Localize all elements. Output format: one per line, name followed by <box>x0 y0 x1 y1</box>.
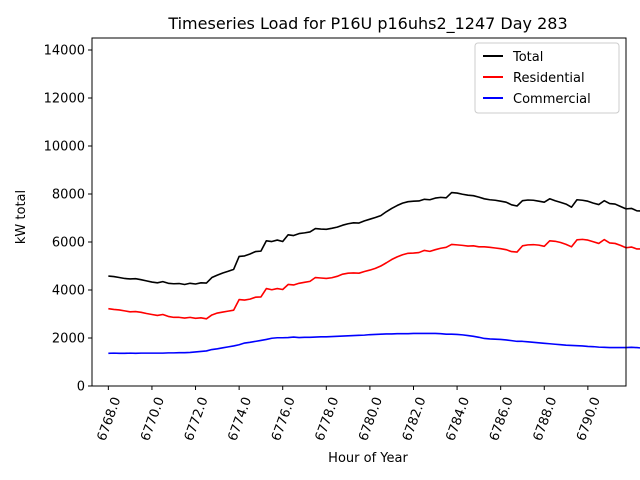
y-axis: 0 2000 4000 6000 8000 10000 12000 14000 <box>44 44 92 395</box>
series-layer <box>108 191 640 355</box>
y-tick-label: 0 <box>77 380 85 395</box>
y-tick-label: 4000 <box>52 284 85 299</box>
series-line-total <box>108 191 640 286</box>
legend-label-total: Total <box>512 50 543 65</box>
y-tick-label: 12000 <box>44 92 85 107</box>
legend-label-commercial: Commercial <box>513 92 591 107</box>
y-tick-label: 6000 <box>52 236 85 251</box>
y-tick-label: 14000 <box>44 44 85 59</box>
chart-title: Timeseries Load for P16U p16uhs2_1247 Da… <box>167 14 567 34</box>
y-tick-label: 10000 <box>44 140 85 155</box>
series-line-commercial <box>108 332 640 355</box>
y-tick-label: 8000 <box>52 188 85 203</box>
plot-frame <box>91 37 627 387</box>
legend-label-residential: Residential <box>513 71 585 86</box>
y-axis-label: kW total <box>14 190 29 244</box>
x-axis-label: Hour of Year <box>328 451 408 466</box>
legend-box <box>474 42 620 114</box>
legend: Total Residential Commercial <box>474 42 620 114</box>
y-tick-label: 2000 <box>52 332 85 347</box>
series-line-residential <box>108 238 640 320</box>
